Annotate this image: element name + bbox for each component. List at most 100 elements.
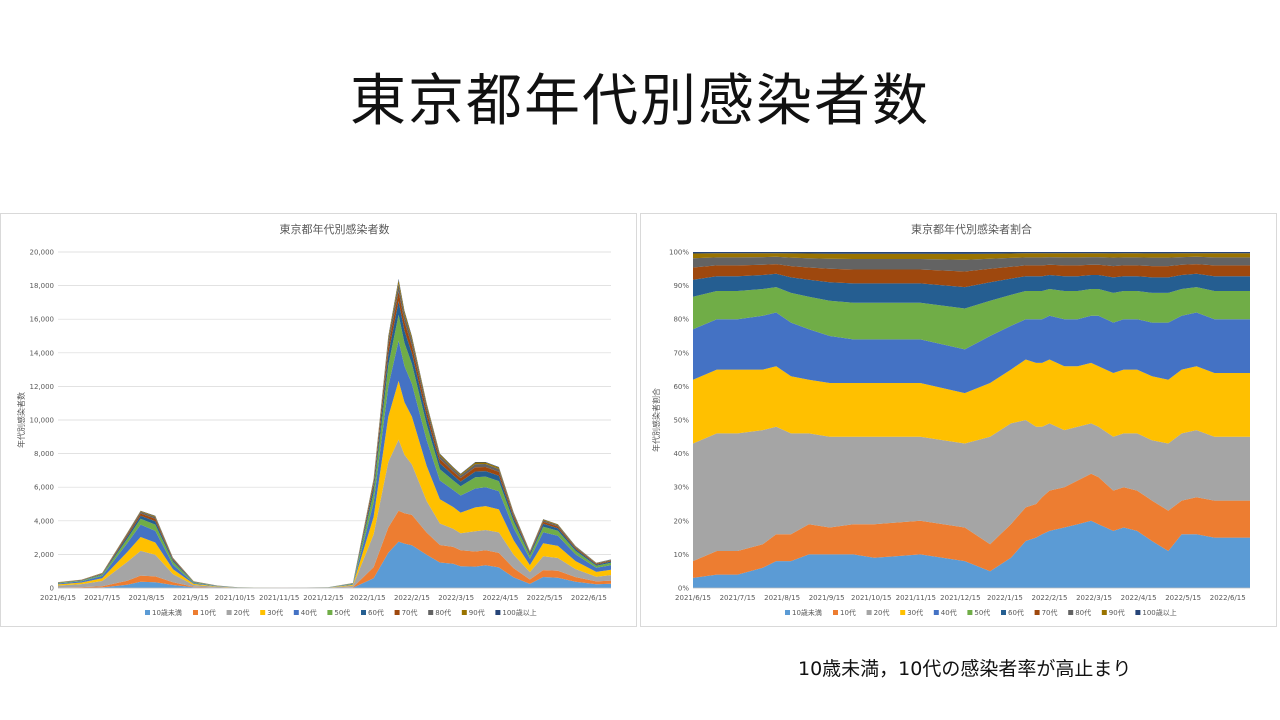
x-tick-label: 2021/11/15 <box>896 594 936 602</box>
x-tick-label: 2022/3/15 <box>1076 594 1112 602</box>
y-tick-label: 70% <box>673 349 689 357</box>
series-area-3 <box>693 420 1250 562</box>
legend-swatch <box>293 610 299 615</box>
series-area-6 <box>693 287 1250 350</box>
series-area-2 <box>693 473 1250 578</box>
legend-swatch <box>866 610 872 615</box>
chart-title: 東京都年代別感染者割合 <box>911 222 1032 236</box>
x-tick-label: 2021/6/15 <box>675 594 711 602</box>
legend-swatch <box>145 610 150 615</box>
legend-swatch <box>1101 610 1107 615</box>
x-tick-label: 2021/12/15 <box>940 594 980 602</box>
y-tick-label: 100% <box>669 249 689 257</box>
y-tick-label: 90% <box>673 282 689 290</box>
legend-label: 30代 <box>907 608 923 617</box>
series-area-6 <box>58 314 611 588</box>
legend-label: 100歳以上 <box>502 608 536 617</box>
legend-swatch <box>785 610 790 615</box>
legend-label: 10歳未満 <box>152 608 182 617</box>
legend-swatch <box>428 610 434 615</box>
legend-swatch <box>933 610 939 615</box>
legend-label: 100歳以上 <box>1142 608 1176 617</box>
legend-label: 20代 <box>234 608 250 617</box>
legend-swatch <box>1068 610 1074 615</box>
legend-label: 90代 <box>469 608 485 617</box>
x-tick-label: 2021/7/15 <box>720 594 756 602</box>
series-area-10 <box>693 253 1250 260</box>
chart-panel-shares: 東京都年代別感染者割合年代別感染者割合 0% 10% 20% 30% 40% 50% 60% 7… <box>640 213 1277 627</box>
y-axis-label: 年代別感染者割合 <box>651 388 661 452</box>
x-tick-label: 2021/8/15 <box>129 594 165 602</box>
legend-label: 80代 <box>1075 608 1091 617</box>
x-tick-label: 2022/4/15 <box>1121 594 1157 602</box>
series-area-4 <box>693 359 1250 444</box>
chart-panel-counts: 東京都年代別感染者数 年代別感染者数 0 2,000 4,000 6,000 8,000 10… <box>0 213 637 627</box>
legend-label: 10代 <box>200 608 216 617</box>
x-tick-label: 2022/6/15 <box>1210 594 1246 602</box>
legend-label: 10代 <box>840 608 856 617</box>
legend-label: 10歳未満 <box>792 608 822 617</box>
x-tick-label: 2022/4/15 <box>482 594 518 602</box>
x-tick-label: 2022/5/15 <box>527 594 563 602</box>
series-area-5 <box>58 340 611 588</box>
y-tick-label: 6,000 <box>34 484 54 492</box>
slide-caption: 10歳未満，10代の感染者率が高止まり <box>798 658 1132 680</box>
series-area-1 <box>58 541 611 588</box>
x-tick-label: 2021/10/15 <box>851 594 891 602</box>
y-tick-label: 18,000 <box>30 282 55 290</box>
legend-swatch <box>361 610 366 615</box>
x-tick-label: 2021/10/15 <box>215 594 255 602</box>
legend-swatch <box>394 610 400 615</box>
y-tick-label: 10,000 <box>30 417 55 425</box>
y-tick-label: 20% <box>673 517 689 525</box>
legend-label: 70代 <box>402 608 418 617</box>
x-tick-label: 2022/5/15 <box>1165 594 1201 602</box>
x-tick-label: 2021/7/15 <box>84 594 120 602</box>
x-tick-label: 2022/6/15 <box>571 594 607 602</box>
legend-swatch <box>260 610 266 615</box>
legend-swatch <box>193 610 198 615</box>
legend-swatch <box>967 610 973 615</box>
y-tick-label: 20,000 <box>30 249 55 257</box>
y-tick-label: 40% <box>673 450 689 458</box>
y-tick-label: 10% <box>673 551 689 559</box>
x-tick-label: 2021/9/15 <box>173 594 209 602</box>
y-tick-label: 0 <box>50 585 54 593</box>
x-tick-label: 2022/3/15 <box>438 594 474 602</box>
x-tick-label: 2021/11/15 <box>259 594 299 602</box>
y-tick-label: 14,000 <box>30 349 55 357</box>
y-tick-label: 2,000 <box>34 551 54 559</box>
y-tick-label: 50% <box>673 417 689 425</box>
legend-swatch <box>1001 610 1006 615</box>
x-tick-label: 2021/12/15 <box>303 594 343 602</box>
legend-swatch <box>461 610 467 615</box>
legend-swatch <box>1135 610 1141 615</box>
legend-swatch <box>833 610 838 615</box>
y-axis-label: 年代別感染者数 <box>16 392 26 448</box>
legend-swatch <box>226 610 232 615</box>
legend-swatch <box>327 610 333 615</box>
legend-label: 50代 <box>974 608 990 617</box>
legend-label: 50代 <box>334 608 350 617</box>
series-area-4 <box>58 380 611 588</box>
y-tick-label: 30% <box>673 484 689 492</box>
legend-swatch <box>1034 610 1040 615</box>
y-tick-label: 60% <box>673 383 689 391</box>
y-tick-label: 0% <box>678 585 689 593</box>
legend-label: 40代 <box>941 608 957 617</box>
legend-label: 60代 <box>368 608 384 617</box>
x-tick-label: 2021/9/15 <box>809 594 845 602</box>
legend-label: 80代 <box>435 608 451 617</box>
y-tick-label: 16,000 <box>30 316 55 324</box>
y-tick-label: 12,000 <box>30 383 55 391</box>
legend-swatch <box>495 610 501 615</box>
x-tick-label: 2022/2/15 <box>394 594 430 602</box>
y-tick-label: 80% <box>673 316 689 324</box>
legend-swatch <box>900 610 906 615</box>
legend-label: 30代 <box>267 608 283 617</box>
y-tick-label: 8,000 <box>34 450 54 458</box>
legend-label: 70代 <box>1042 608 1058 617</box>
x-tick-label: 2022/1/15 <box>987 594 1023 602</box>
